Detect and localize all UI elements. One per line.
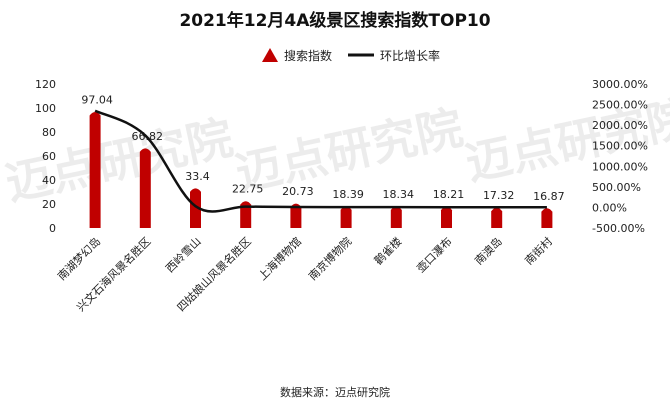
left-tick-label: 0 xyxy=(49,222,56,235)
category-label-7: 壶口瀑布 xyxy=(414,234,455,275)
bar-3 xyxy=(240,201,252,228)
bar-2 xyxy=(190,188,201,228)
bar-0 xyxy=(89,112,101,228)
line-series xyxy=(94,109,547,213)
bar-label-4: 20.73 xyxy=(282,185,314,198)
bar-label-9: 16.87 xyxy=(533,190,565,203)
category-label-6: 鹳雀楼 xyxy=(371,234,404,267)
bar-9 xyxy=(541,208,553,228)
bar-label-0: 97.04 xyxy=(81,94,113,107)
left-y-axis: 0 20 40 60 80 100 120 xyxy=(35,78,56,235)
legend-bar-swatch xyxy=(262,48,278,62)
bar-label-5: 18.39 xyxy=(332,188,364,201)
bar-label-7: 18.21 xyxy=(433,188,465,201)
right-y-axis: -500.00% 0.00% 500.00% 1000.00% 1500.00% 2000… xyxy=(592,78,648,235)
right-tick-label: 1000.00% xyxy=(592,160,648,173)
left-tick-label: 100 xyxy=(35,102,56,115)
chart-title: 2021年12月4A级景区搜索指数TOP10 xyxy=(179,10,490,31)
right-tick-label: 1500.00% xyxy=(592,140,648,153)
category-label-8: 南澳岛 xyxy=(472,234,505,267)
category-label-9: 南街村 xyxy=(522,234,555,267)
bar-7 xyxy=(441,206,452,228)
right-tick-label: -500.00% xyxy=(592,222,645,235)
left-tick-label: 40 xyxy=(42,174,56,187)
left-tick-label: 120 xyxy=(35,78,56,91)
category-label-5: 南京博物院 xyxy=(305,234,354,283)
right-tick-label: 3000.00% xyxy=(592,78,648,91)
legend-label-line: 环比增长率 xyxy=(380,48,440,63)
growth-rate-line xyxy=(94,109,547,213)
left-tick-label: 60 xyxy=(42,150,56,163)
bar-8 xyxy=(491,207,503,228)
category-label-2: 西岭雪山 xyxy=(163,234,204,275)
category-label-4: 上海博物馆 xyxy=(255,234,304,283)
left-tick-label: 20 xyxy=(42,198,56,211)
right-tick-label: 0.00% xyxy=(592,201,627,214)
category-label-0: 南湖梦幻岛 xyxy=(54,234,103,283)
legend-label-bar: 搜索指数 xyxy=(284,48,332,63)
bar-6 xyxy=(390,206,402,228)
left-tick-label: 80 xyxy=(42,126,56,139)
bar-4 xyxy=(290,203,302,228)
right-tick-label: 2500.00% xyxy=(592,99,648,112)
bar-5 xyxy=(340,206,352,228)
bar-series xyxy=(89,112,553,228)
bar-1 xyxy=(139,148,151,228)
watermark-text-1: 迈点研究院 xyxy=(231,100,467,201)
legend: 搜索指数 环比增长率 xyxy=(262,48,440,63)
bar-label-3: 22.75 xyxy=(232,183,264,196)
bar-label-2: 33.4 xyxy=(185,170,210,183)
bar-label-8: 17.32 xyxy=(483,189,515,202)
data-source: 数据来源：迈点研究院 xyxy=(280,385,390,399)
watermark-text-0: 迈点研究院 xyxy=(1,110,237,211)
bar-label-6: 18.34 xyxy=(383,188,415,201)
right-tick-label: 500.00% xyxy=(592,181,641,194)
right-tick-label: 2000.00% xyxy=(592,119,648,132)
